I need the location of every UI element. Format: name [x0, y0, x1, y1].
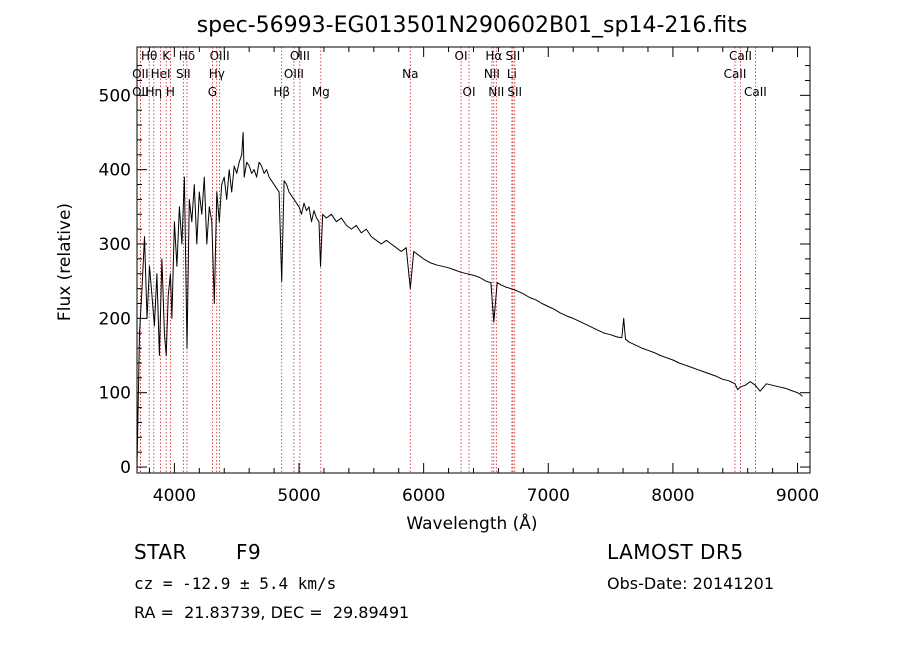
x-tick-label: 8000	[651, 486, 694, 506]
x-tick-label: 4000	[153, 486, 196, 506]
observation-date: Obs-Date: 20141201	[607, 574, 775, 593]
emission-line-label: NII	[484, 67, 500, 81]
emission-line-label: OII	[132, 67, 149, 81]
spectrum-series	[136, 132, 803, 468]
emission-line-label: H	[166, 85, 175, 99]
emission-line-label: Hθ	[141, 49, 157, 63]
emission-line-label: OIII	[290, 49, 310, 63]
emission-line-markers	[139, 47, 756, 473]
emission-line-label: SII	[176, 67, 191, 81]
plot-frame	[136, 46, 811, 474]
emission-line-label: SII	[507, 85, 522, 99]
emission-line-label: Hβ	[273, 85, 290, 99]
spectral-subclass: F9	[236, 540, 262, 564]
chart-title: spec-56993-EG013501N290602B01_sp14-216.f…	[197, 13, 748, 38]
y-tick-label: 300	[99, 235, 131, 255]
sky-coordinates: RA = 21.83739, DEC = 29.89491	[134, 603, 410, 622]
x-axis-ticks: 4000 5000 6000 7000 8000 9000	[148, 47, 819, 506]
emission-line-label: OIII	[210, 49, 230, 63]
x-tick-label: 9000	[776, 486, 819, 506]
y-axis-label: Flux (relative)	[55, 203, 75, 321]
emission-line-label: K	[162, 49, 171, 63]
y-tick-label: 400	[99, 161, 131, 181]
object-class: STAR	[134, 540, 187, 564]
survey-name: LAMOST DR5	[607, 540, 744, 564]
emission-line-label: Mg	[312, 85, 330, 99]
emission-line-label: Na	[402, 67, 418, 81]
emission-line-label: OIII	[284, 67, 304, 81]
y-tick-label: 200	[99, 309, 131, 329]
emission-line-label: CaII	[724, 67, 747, 81]
y-axis-ticks: 0 100 200 300 400 500	[99, 65, 810, 478]
emission-line-label: HeI	[151, 67, 171, 81]
emission-line-label: CaII	[744, 85, 767, 99]
emission-line-label: G	[208, 85, 217, 99]
emission-line-label: SII	[506, 49, 521, 63]
emission-line-label: Hδ	[179, 49, 195, 63]
emission-line-label: NII	[488, 85, 504, 99]
x-tick-label: 5000	[277, 486, 320, 506]
x-axis-label: Wavelength (Å)	[406, 512, 537, 534]
emission-line-label: CaII	[729, 49, 752, 63]
y-tick-label: 500	[99, 86, 131, 106]
emission-line-label: Hα	[485, 49, 502, 63]
x-tick-label: 6000	[402, 486, 445, 506]
x-tick-label: 7000	[527, 486, 570, 506]
spectrum-line	[136, 132, 803, 468]
emission-line-label: Hγ	[209, 67, 225, 81]
emission-line-label: Li	[507, 67, 517, 81]
redshift-velocity: cz = -12.9 ± 5.4 km/s	[134, 574, 337, 593]
emission-line-label: Hη	[146, 85, 163, 99]
y-tick-label: 100	[99, 384, 131, 404]
emission-line-label: OI	[463, 85, 476, 99]
y-tick-label: 0	[120, 458, 131, 478]
emission-line-label: OI	[455, 49, 468, 63]
